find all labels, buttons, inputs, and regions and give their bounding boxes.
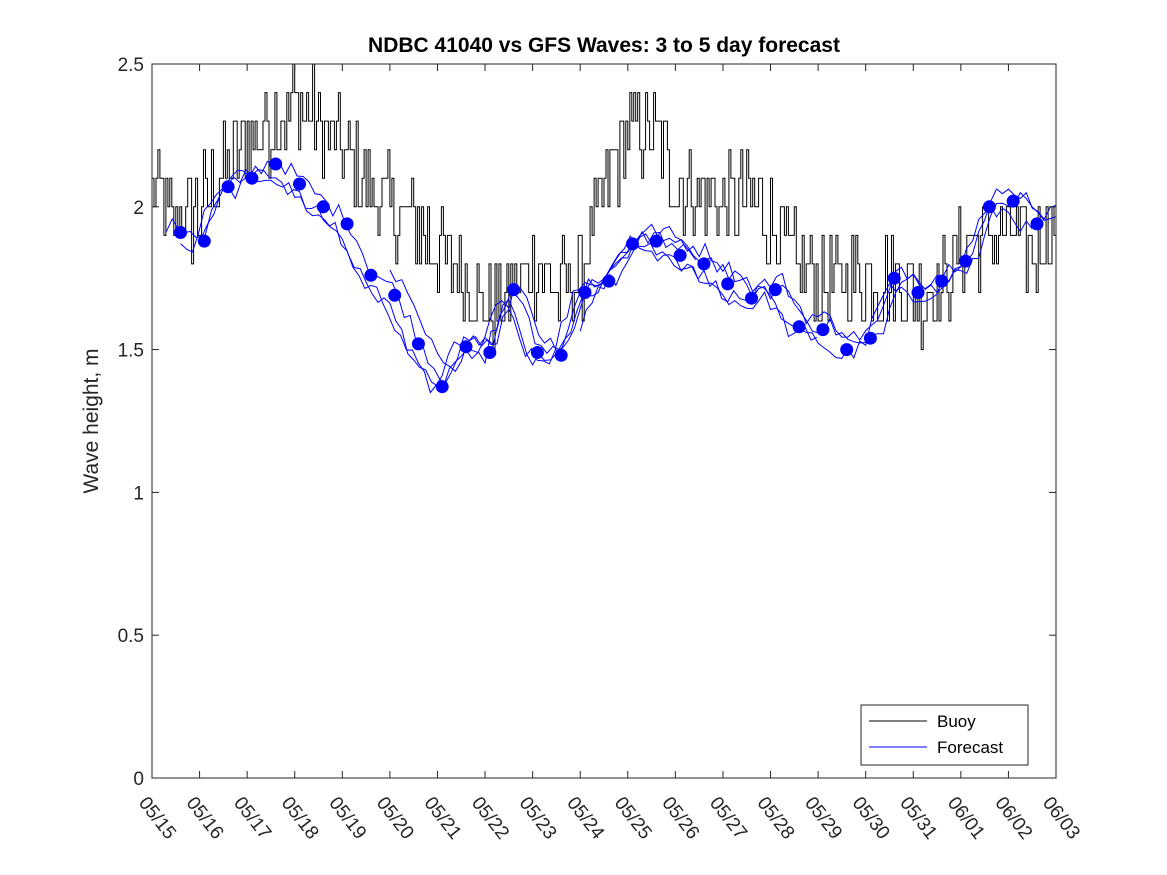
y-axis-label: Wave height, m <box>80 348 103 493</box>
buoy-series <box>152 63 1057 351</box>
forecast-point <box>554 348 568 362</box>
forecast-point <box>221 180 235 194</box>
forecast-point <box>697 257 711 271</box>
forecast-point <box>602 274 616 288</box>
forecast-point <box>269 157 283 171</box>
forecast-point <box>863 331 877 345</box>
forecast-point <box>507 283 521 297</box>
legend-forecast-label: Forecast <box>937 738 1003 757</box>
forecast-point <box>364 268 378 282</box>
y-tick-label: 2 <box>133 198 144 219</box>
forecast-point <box>1006 194 1020 208</box>
forecast-point <box>745 291 758 305</box>
forecast-point <box>911 286 925 299</box>
legend-buoy-label: Buoy <box>937 712 976 731</box>
forecast-point <box>316 200 330 214</box>
forecast-point <box>483 346 497 359</box>
plot-area <box>152 64 1056 778</box>
forecast-point <box>649 234 663 248</box>
y-tick-label: 0.5 <box>118 626 144 647</box>
forecast-point <box>388 288 402 302</box>
forecast-point <box>578 286 592 299</box>
forecast-point <box>411 337 425 351</box>
forecast-point <box>245 171 259 185</box>
forecast-point <box>293 177 306 191</box>
forecast-point <box>959 254 973 268</box>
forecast-point <box>982 200 996 214</box>
legend-box <box>860 704 1029 766</box>
buoy-line <box>152 63 1057 351</box>
legend: Buoy Forecast <box>860 704 1029 766</box>
chart-title: NDBC 41040 vs GFS Waves: 3 to 5 day fore… <box>368 34 840 57</box>
y-tick-label: 1 <box>133 483 144 504</box>
y-axis: 0 0.5 1 1.5 2 2.5 <box>118 55 1056 790</box>
forecast-point <box>840 343 854 357</box>
forecast-point <box>673 248 687 262</box>
forecast-point <box>768 283 782 297</box>
y-tick-label: 0 <box>133 769 144 790</box>
forecast-point <box>340 217 354 231</box>
forecast-markers <box>174 157 1044 394</box>
plot-frame <box>151 63 1057 779</box>
forecast-point <box>816 323 830 337</box>
forecast-point <box>1030 217 1044 231</box>
forecast-point <box>197 234 211 248</box>
forecast-point <box>530 346 544 359</box>
forecast-point <box>174 226 187 239</box>
forecast-point <box>721 277 735 291</box>
y-tick-label: 1.5 <box>118 341 144 362</box>
forecast-point <box>435 380 449 394</box>
forecast-line <box>180 168 818 394</box>
forecast-point <box>459 340 473 354</box>
y-tick-label: 2.5 <box>118 55 144 76</box>
forecast-point <box>887 271 901 285</box>
forecast-point <box>626 237 639 251</box>
forecast-line <box>389 188 1057 373</box>
forecast-point <box>935 274 949 288</box>
forecast-point <box>792 320 806 334</box>
